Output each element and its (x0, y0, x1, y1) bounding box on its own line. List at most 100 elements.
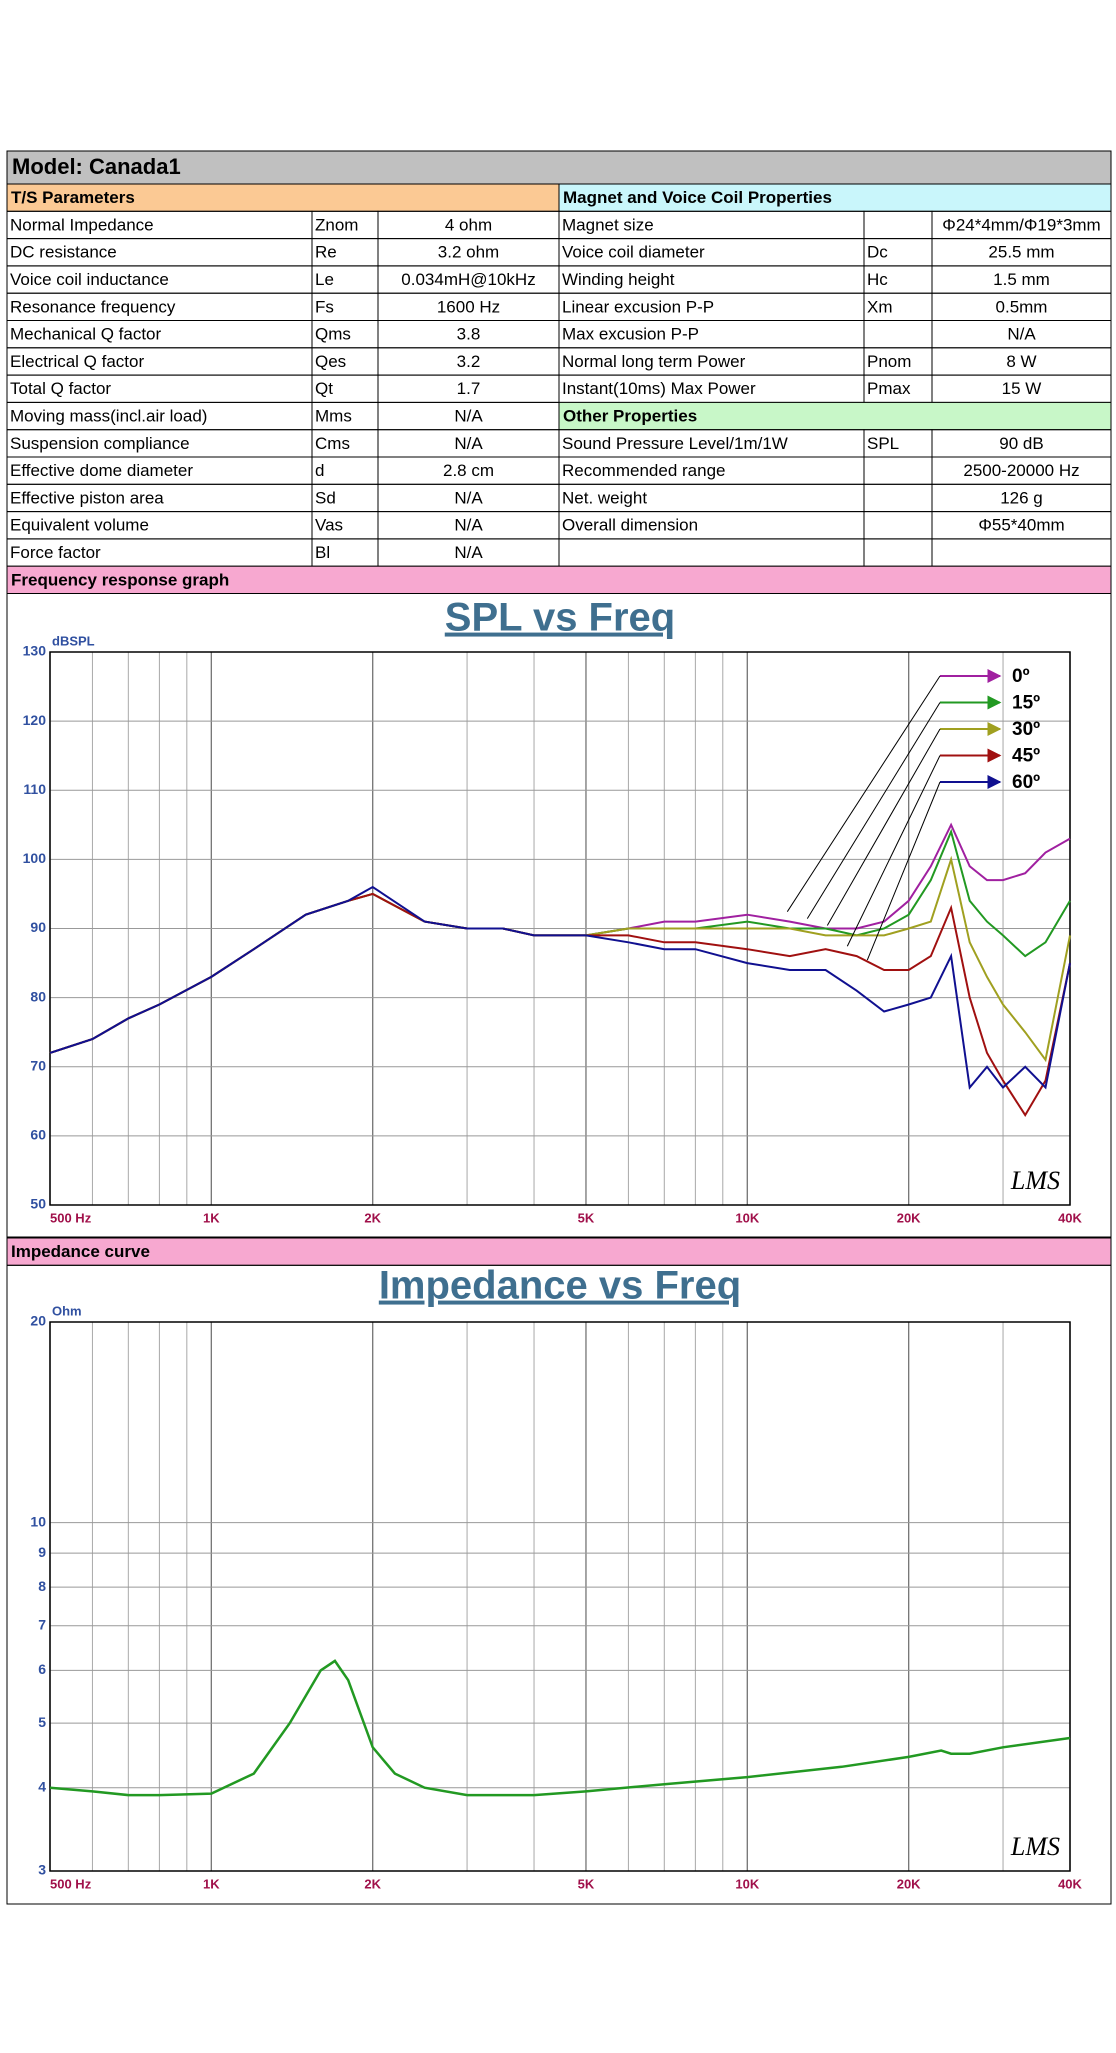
legend-leader (866, 781, 941, 961)
cell-text: Re (315, 243, 337, 262)
x-tick-label: 40K (1058, 1876, 1082, 1891)
y-tick-label: 20 (30, 1313, 46, 1329)
y-tick-label: 80 (30, 988, 46, 1004)
cell-text: Qt (315, 379, 333, 398)
cell-text: Cms (315, 434, 350, 453)
legend-label: 0º (1012, 666, 1030, 687)
cell-text: N/A (454, 434, 483, 453)
cell-text: Instant(10ms) Max Power (562, 379, 756, 398)
table-cell (863, 511, 933, 540)
x-tick-label: 10K (735, 1210, 759, 1225)
legend-leader (826, 728, 941, 926)
cell-text: 1600 Hz (437, 297, 500, 316)
x-tick-label: 10K (735, 1876, 759, 1891)
cell-text: 4 ohm (445, 215, 492, 234)
legend-leader (786, 675, 941, 912)
legend-label: 30º (1012, 719, 1040, 740)
legend-leader (806, 702, 941, 919)
x-tick-label: 2K (364, 1876, 381, 1891)
cell-text: Vas (315, 516, 343, 535)
cell-text: 25.5 mm (988, 243, 1054, 262)
cell-text: Force factor (10, 543, 101, 562)
cell-text: Normal long term Power (562, 352, 746, 371)
cell-text: N/A (454, 516, 483, 535)
cell-text: Pnom (867, 352, 911, 371)
x-tick-label: 40K (1058, 1210, 1082, 1225)
cell-text: Voice coil inductance (10, 270, 169, 289)
section-header-text: Other Properties (563, 407, 697, 426)
y-tick-label: 5 (38, 1714, 46, 1730)
cell-text: 2500-20000 Hz (963, 461, 1079, 480)
cell-text: Sound Pressure Level/1m/1W (562, 434, 788, 453)
cell-text: 3.2 (457, 352, 481, 371)
section-header-text: Impedance curve (11, 1242, 150, 1261)
cell-text: 15 W (1002, 379, 1042, 398)
table-cell (558, 538, 865, 567)
cell-text: Xm (867, 297, 893, 316)
cell-text: N/A (454, 488, 483, 507)
cell-text: Max excusion P-P (562, 325, 699, 344)
cell-text: 1.7 (457, 379, 481, 398)
spl-line (49, 828, 1071, 1054)
cell-text: 3.2 ohm (438, 243, 499, 262)
y-axis-label: Ohm (52, 1303, 82, 1318)
table-cell (931, 538, 1112, 567)
y-tick-label: 70 (30, 1057, 46, 1073)
model-row (6, 150, 1112, 185)
cell-text: Fs (315, 297, 334, 316)
cell-text: DC resistance (10, 243, 117, 262)
x-tick-label: 20K (897, 1210, 921, 1225)
cell-text: Magnet size (562, 215, 654, 234)
section-header-text: Magnet and Voice Coil Properties (563, 188, 832, 207)
x-tick-label: 2K (364, 1210, 381, 1225)
cell-text: 126 g (1000, 488, 1043, 507)
logo: LMS (1010, 1832, 1060, 1861)
cell-text: Effective dome diameter (10, 461, 193, 480)
model-title: Model: Canada1 (12, 154, 181, 179)
chart-frame (6, 1264, 1112, 1905)
cell-text: Φ24*4mm/Φ19*3mm (942, 215, 1100, 234)
cell-text: Dc (867, 243, 888, 262)
cell-text: Winding height (562, 270, 675, 289)
spl-line (49, 892, 1071, 1118)
cell-text: SPL (867, 434, 899, 453)
chart-title: Impedance vs Freq (379, 1264, 741, 1308)
plot-frame (49, 651, 1071, 1206)
cell-text: Linear excusion P-P (562, 297, 714, 316)
table-cell (863, 456, 933, 485)
legend-label: 45º (1012, 746, 1040, 767)
cell-text: Suspension compliance (10, 434, 190, 453)
y-tick-label: 9 (38, 1544, 46, 1560)
cell-text: Hc (867, 270, 888, 289)
cell-text: Pmax (867, 379, 911, 398)
cell-text: Electrical Q factor (10, 352, 144, 371)
y-tick-label: 7 (38, 1617, 46, 1633)
y-tick-label: 8 (38, 1578, 46, 1594)
plot-frame (49, 1321, 1071, 1872)
cell-text: Mechanical Q factor (10, 325, 162, 344)
cell-text: 1.5 mm (993, 270, 1050, 289)
spl-line (49, 885, 1071, 1090)
cell-text: Recommended range (562, 461, 725, 480)
section-header (558, 183, 1112, 212)
y-tick-label: 90 (30, 919, 46, 935)
x-tick-label: 500 Hz (50, 1210, 92, 1225)
cell-text: Mms (315, 407, 352, 426)
cell-text: Equivalent volume (10, 516, 149, 535)
cell-text: Moving mass(incl.air load) (10, 407, 207, 426)
x-tick-label: 5K (578, 1876, 595, 1891)
y-tick-label: 120 (23, 712, 47, 728)
section-header (6, 1237, 1112, 1266)
cell-text: 90 dB (999, 434, 1043, 453)
cell-text: Overall dimension (562, 516, 698, 535)
y-tick-label: 130 (23, 643, 47, 659)
cell-text: Voice coil diameter (562, 243, 705, 262)
legend-label: 15º (1012, 693, 1040, 714)
cell-text: Bl (315, 543, 330, 562)
section-header-text: T/S Parameters (11, 188, 135, 207)
y-tick-label: 10 (30, 1513, 46, 1529)
x-tick-label: 20K (897, 1876, 921, 1891)
y-tick-label: 6 (38, 1661, 46, 1677)
cell-text: Qms (315, 325, 351, 344)
